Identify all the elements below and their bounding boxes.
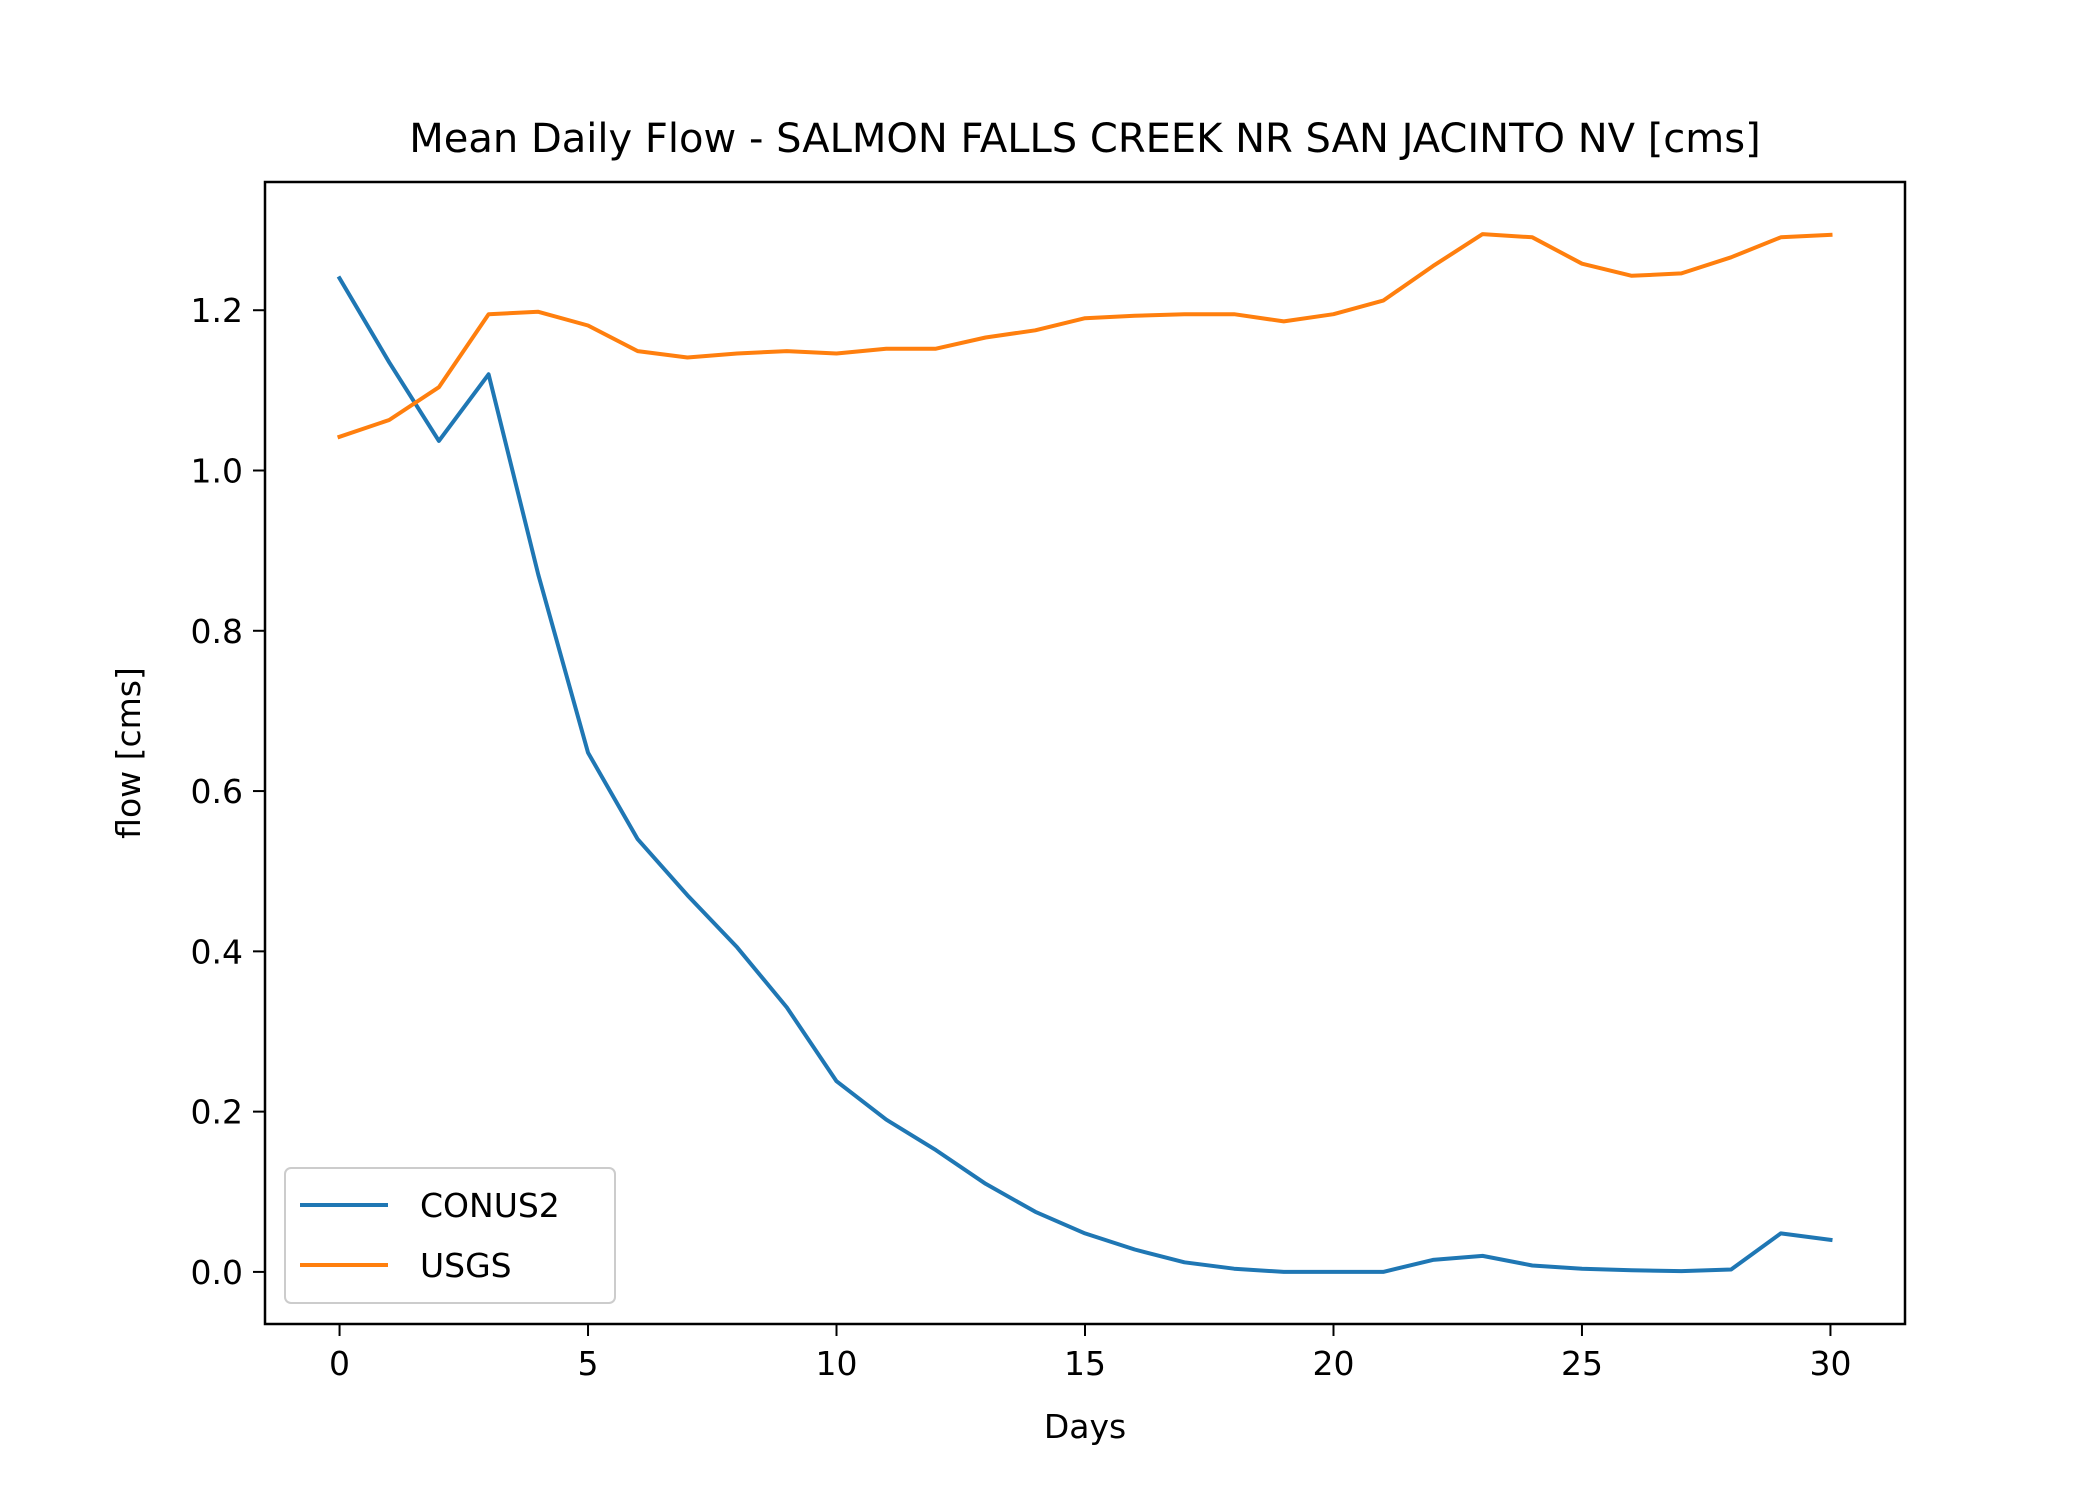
legend-label-usgs: USGS <box>420 1246 512 1285</box>
x-tick-label: 30 <box>1809 1344 1851 1383</box>
y-tick-label: 0.6 <box>191 772 243 811</box>
series-line-usgs <box>336 232 1833 440</box>
y-tick-label: 0.0 <box>191 1253 243 1292</box>
series-line-conus2 <box>336 275 1833 1274</box>
y-tick-label: 0.4 <box>191 932 243 971</box>
x-tick-label: 20 <box>1312 1344 1354 1383</box>
legend: CONUS2 USGS <box>284 1167 616 1304</box>
y-axis-label: flow [cms] <box>109 667 148 839</box>
legend-label-conus2: CONUS2 <box>420 1186 560 1225</box>
y-axis: 0.0 0.2 0.4 0.6 0.8 1.0 1.2 <box>191 291 265 1292</box>
legend-box <box>284 1167 616 1304</box>
y-tick-label: 1.0 <box>191 452 243 491</box>
x-axis: 0 5 10 15 20 25 30 <box>329 1324 1851 1383</box>
x-tick-label: 5 <box>578 1344 599 1383</box>
x-axis-label: Days <box>1044 1407 1126 1446</box>
x-tick-label: 0 <box>329 1344 350 1383</box>
x-tick-label: 10 <box>816 1344 858 1383</box>
y-tick-label: 1.2 <box>191 291 243 330</box>
y-tick-label: 0.8 <box>191 612 243 651</box>
y-tick-label: 0.2 <box>191 1093 243 1132</box>
plot-lines <box>336 232 1833 1274</box>
x-tick-label: 15 <box>1064 1344 1106 1383</box>
x-tick-label: 25 <box>1561 1344 1603 1383</box>
chart-title: Mean Daily Flow - SALMON FALLS CREEK NR … <box>409 116 1760 162</box>
